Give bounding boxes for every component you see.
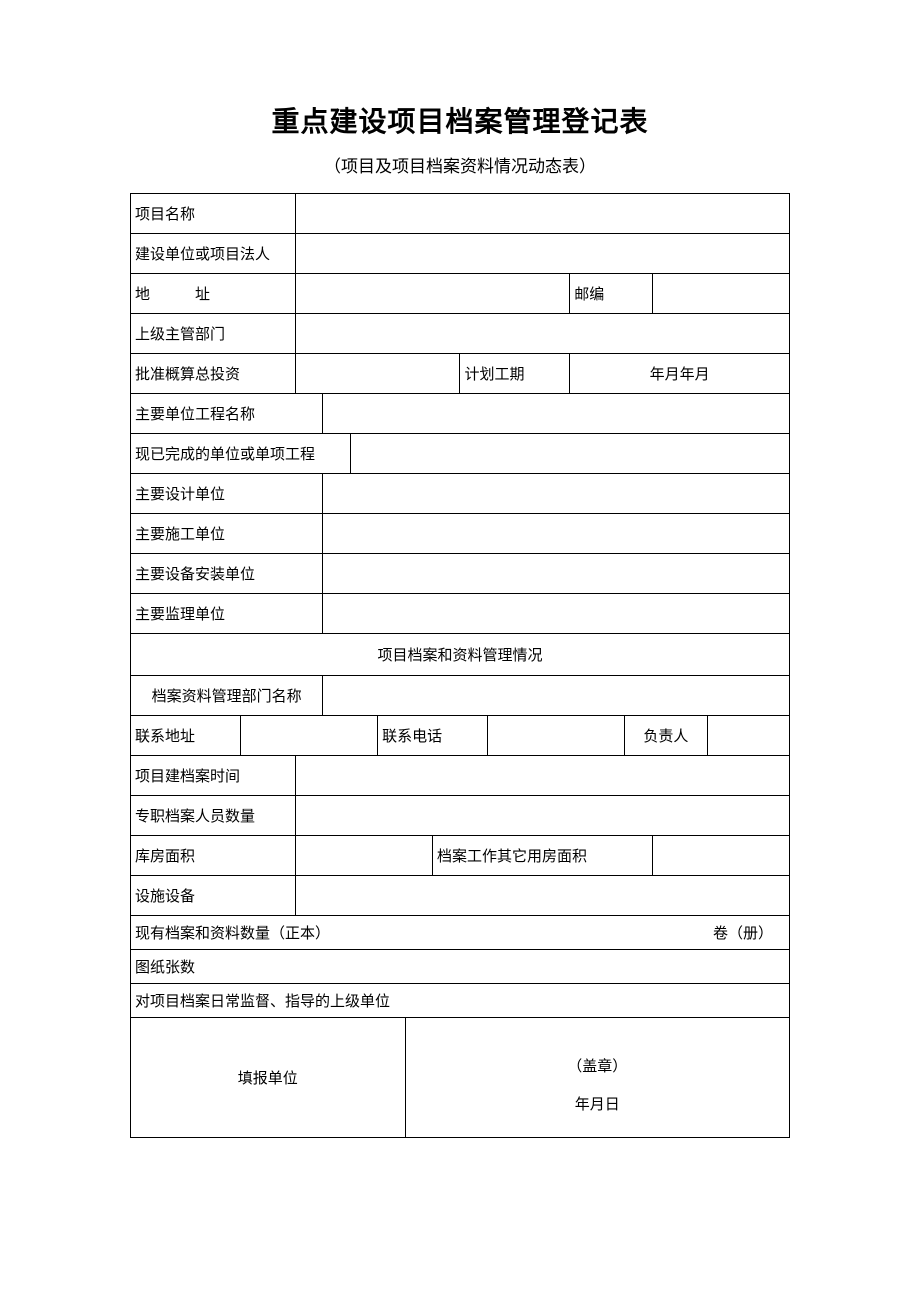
- section-header: 项目档案和资料管理情况: [131, 634, 790, 676]
- value-warehouse-area: [295, 836, 432, 876]
- table-row: 设施设备: [131, 876, 790, 916]
- label-main-unit-project: 主要单位工程名称: [131, 394, 323, 434]
- table-row: 项目建档案时间: [131, 756, 790, 796]
- value-contact-phone: [487, 716, 624, 756]
- label-fulltime-staff: 专职档案人员数量: [131, 796, 296, 836]
- value-main-supervision-unit: [323, 594, 790, 634]
- label-main-design-unit: 主要设计单位: [131, 474, 323, 514]
- table-row: 专职档案人员数量: [131, 796, 790, 836]
- table-row: 主要监理单位: [131, 594, 790, 634]
- value-postcode: [652, 274, 789, 314]
- label-superior-dept: 上级主管部门: [131, 314, 296, 354]
- table-row: 联系地址 联系电话 负责人: [131, 716, 790, 756]
- table-row: 主要设计单位: [131, 474, 790, 514]
- label-existing-archives: 现有档案和资料数量（正本）: [135, 922, 330, 943]
- table-row: 项目名称: [131, 194, 790, 234]
- table-row: 档案资料管理部门名称: [131, 676, 790, 716]
- value-address: [295, 274, 570, 314]
- value-main-equipment-unit: [323, 554, 790, 594]
- table-row: 项目档案和资料管理情况: [131, 634, 790, 676]
- table-row: 填报单位 （盖章） 年月日: [131, 1018, 790, 1138]
- value-approved-investment: [295, 354, 460, 394]
- value-project-name: [295, 194, 789, 234]
- value-main-unit-project: [323, 394, 790, 434]
- label-archive-dept-name: 档案资料管理部门名称: [131, 676, 323, 716]
- label-project-archive-time: 项目建档案时间: [131, 756, 296, 796]
- value-contact-address: [240, 716, 377, 756]
- label-drawing-count: 图纸张数: [131, 950, 790, 984]
- stamp-date-cell: （盖章） 年月日: [405, 1018, 789, 1138]
- document-title: 重点建设项目档案管理登记表: [130, 100, 790, 140]
- table-row: 主要设备安装单位: [131, 554, 790, 594]
- row-existing-archives: 现有档案和资料数量（正本） 卷（册）: [131, 916, 790, 950]
- label-facilities: 设施设备: [131, 876, 296, 916]
- registration-table: 项目名称 建设单位或项目法人 地 址 邮编 上级主管部门 批准概算总投资 计划工…: [130, 193, 790, 1138]
- value-superior-dept: [295, 314, 789, 354]
- value-main-construction-unit: [323, 514, 790, 554]
- label-contact-address: 联系地址: [131, 716, 241, 756]
- value-other-room-area: [652, 836, 789, 876]
- label-other-room-area: 档案工作其它用房面积: [432, 836, 652, 876]
- value-completed-units: [350, 434, 789, 474]
- label-completed-units: 现已完成的单位或单项工程: [131, 434, 351, 474]
- document-subtitle: （项目及项目档案资料情况动态表）: [130, 152, 790, 177]
- value-main-design-unit: [323, 474, 790, 514]
- table-row: 批准概算总投资 计划工期 年月年月: [131, 354, 790, 394]
- table-row: 主要单位工程名称: [131, 394, 790, 434]
- label-main-construction-unit: 主要施工单位: [131, 514, 323, 554]
- label-warehouse-area: 库房面积: [131, 836, 296, 876]
- table-row: 主要施工单位: [131, 514, 790, 554]
- table-row: 地 址 邮编: [131, 274, 790, 314]
- label-stamp: （盖章）: [410, 1049, 785, 1087]
- value-fulltime-staff: [295, 796, 789, 836]
- label-postcode: 邮编: [570, 274, 652, 314]
- value-planned-period: 年月年月: [570, 354, 790, 394]
- value-responsible-person: [707, 716, 789, 756]
- label-main-supervision-unit: 主要监理单位: [131, 594, 323, 634]
- value-project-archive-time: [295, 756, 789, 796]
- label-contact-phone: 联系电话: [378, 716, 488, 756]
- table-row: 现有档案和资料数量（正本） 卷（册）: [131, 916, 790, 950]
- label-construction-unit: 建设单位或项目法人: [131, 234, 296, 274]
- label-volume-unit: 卷（册）: [713, 922, 773, 943]
- label-main-equipment-unit: 主要设备安装单位: [131, 554, 323, 594]
- label-supervising-unit: 对项目档案日常监督、指导的上级单位: [131, 984, 790, 1018]
- table-row: 建设单位或项目法人: [131, 234, 790, 274]
- label-filing-unit: 填报单位: [131, 1018, 406, 1138]
- label-address: 地 址: [131, 274, 296, 314]
- value-construction-unit: [295, 234, 789, 274]
- label-project-name: 项目名称: [131, 194, 296, 234]
- table-row: 图纸张数: [131, 950, 790, 984]
- label-planned-period: 计划工期: [460, 354, 570, 394]
- table-row: 现已完成的单位或单项工程: [131, 434, 790, 474]
- table-row: 库房面积 档案工作其它用房面积: [131, 836, 790, 876]
- label-date: 年月日: [410, 1087, 785, 1125]
- value-facilities: [295, 876, 789, 916]
- table-row: 对项目档案日常监督、指导的上级单位: [131, 984, 790, 1018]
- label-approved-investment: 批准概算总投资: [131, 354, 296, 394]
- label-responsible-person: 负责人: [625, 716, 707, 756]
- table-row: 上级主管部门: [131, 314, 790, 354]
- value-archive-dept-name: [323, 676, 790, 716]
